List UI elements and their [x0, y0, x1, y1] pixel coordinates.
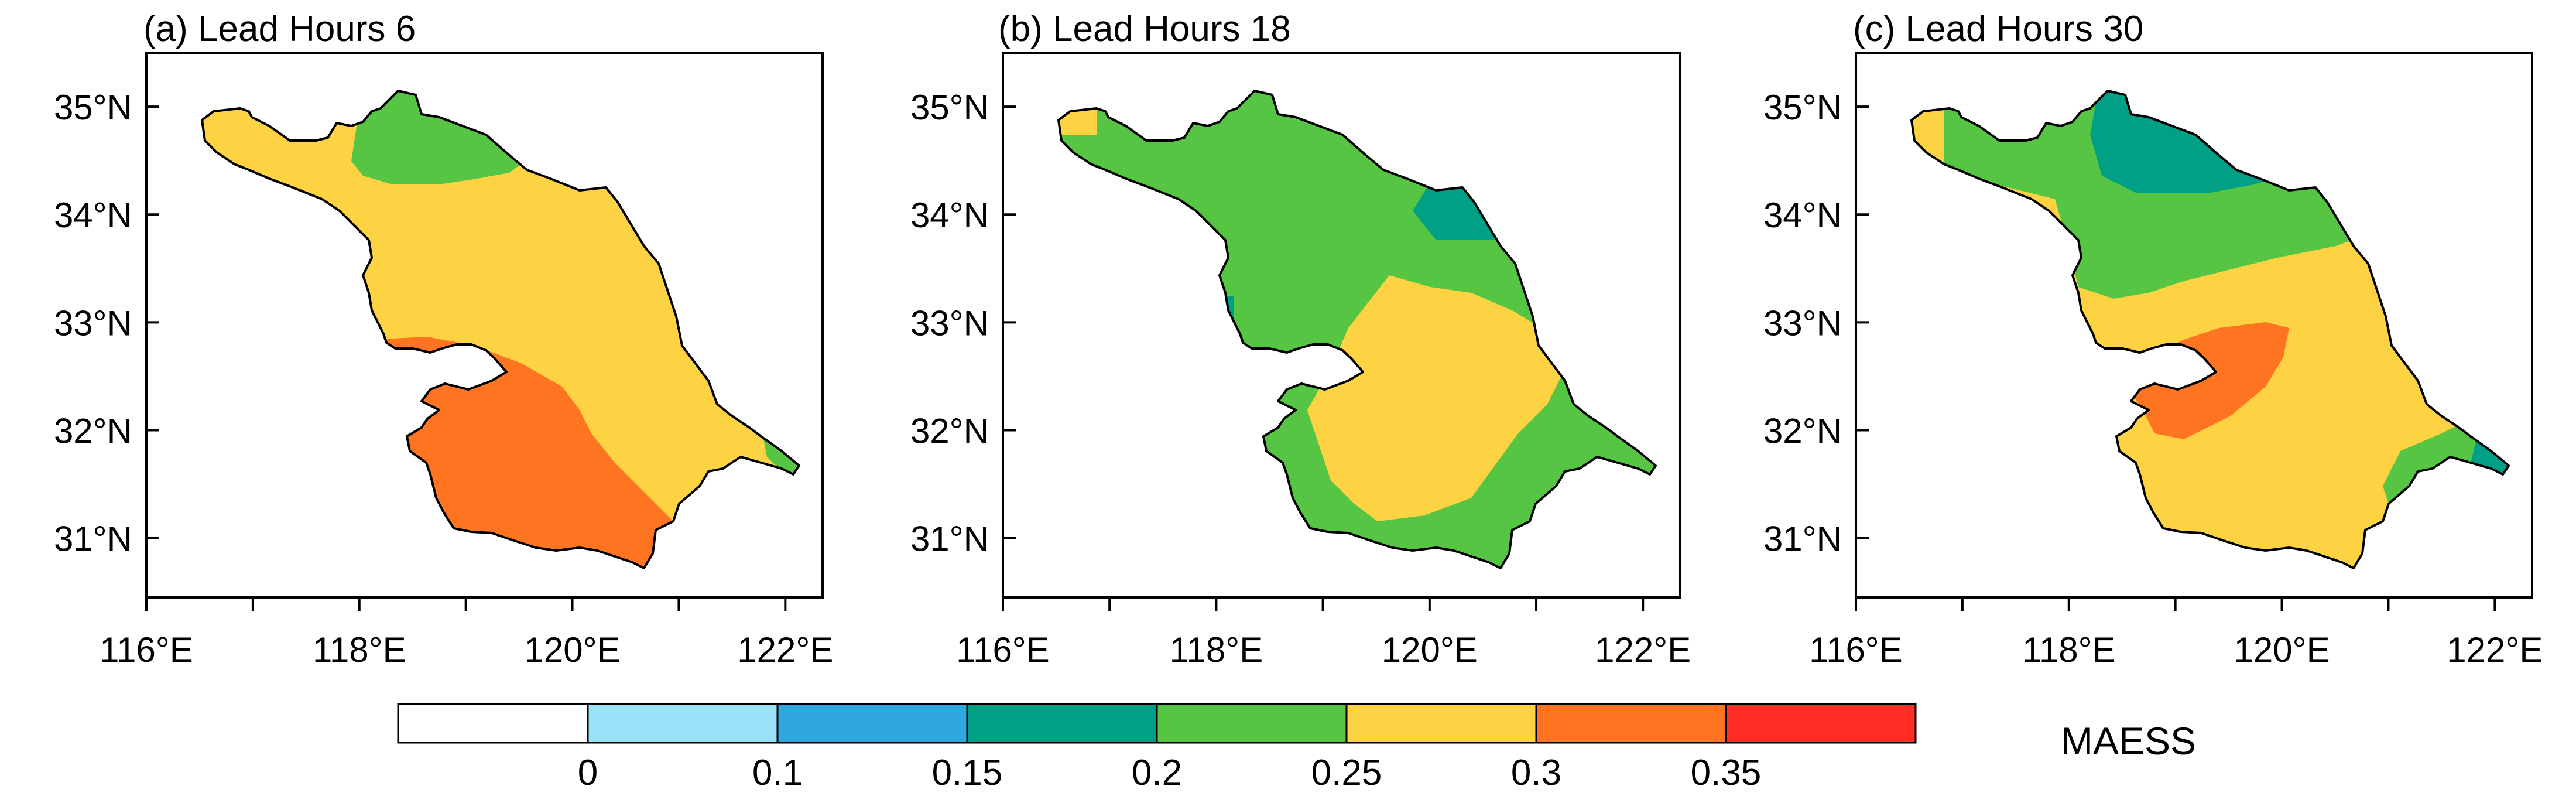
panel-c-lon-label: 118°E — [2022, 630, 2116, 669]
panel-b-lat-label: 32°N — [910, 412, 989, 451]
panel-b-lat-label: 31°N — [910, 520, 989, 559]
panel-c-lat-label: 34°N — [1763, 196, 1842, 235]
panel-b-fill-yellow-central — [1307, 275, 1565, 521]
panel-b-title: (b) Lead Hours 18 — [998, 9, 1291, 49]
colorbar-box — [776, 703, 968, 744]
panel-b-lat-label: 35°N — [910, 88, 989, 127]
colorbar-box — [397, 703, 589, 744]
panel-a-lon-label: 120°E — [524, 630, 620, 669]
panel-a-lat-label: 32°N — [54, 412, 132, 451]
colorbar-box — [1156, 703, 1348, 744]
colorbar-box — [966, 703, 1158, 744]
colorbar-title: MAESS — [2061, 719, 2196, 763]
colorbar-label: 0.1 — [752, 753, 803, 793]
colorbar-label: 0.15 — [932, 753, 1003, 793]
colorbar-label: 0 — [578, 753, 598, 793]
panel-c-lon-label: 116°E — [1809, 630, 1903, 669]
panel-a-lat-label: 31°N — [54, 520, 132, 559]
colorbar-label: 0.25 — [1311, 753, 1382, 793]
panel-a-title: (a) Lead Hours 6 — [143, 9, 416, 49]
panel-c-lat-label: 35°N — [1763, 88, 1842, 127]
panel-c-lat-label: 32°N — [1763, 412, 1842, 451]
panel-a: (a) Lead Hours 6 — [143, 9, 824, 599]
panel-b-lon-label: 116°E — [956, 630, 1050, 669]
colorbar-label: 0.2 — [1132, 753, 1182, 793]
panel-a-lat-label: 33°N — [54, 303, 132, 343]
panel-c-lat-label: 31°N — [1763, 520, 1842, 559]
panel-b-lat-label: 34°N — [910, 196, 989, 235]
panel-a-lat-label: 34°N — [54, 196, 132, 235]
colorbar-label: 0.3 — [1511, 753, 1561, 793]
colorbar-box — [1535, 703, 1727, 744]
panel-c-lon-label: 122°E — [2447, 630, 2543, 669]
axes-layer: 35°N 34°N 33°N 32°N 31°N 116°E 118°E 120°E 122°E… — [54, 88, 2543, 669]
panel-a-lat-label: 35°N — [54, 88, 132, 127]
colorbar: 0 0.1 0.15 0.2 0.25 0.3 0.35 — [397, 703, 1917, 793]
colorbar-box — [587, 703, 779, 744]
colorbar-label: 0.35 — [1691, 753, 1762, 793]
panel-a-lon-label: 122°E — [737, 630, 833, 669]
colorbar-box — [1725, 703, 1917, 744]
panel-c: (c) Lead Hours 30 — [1853, 9, 2533, 599]
panel-b-lon-label: 120°E — [1382, 630, 1478, 669]
colorbar-box — [1345, 703, 1537, 744]
panel-c-title: (c) Lead Hours 30 — [1853, 9, 2143, 49]
panel-b-lon-label: 122°E — [1595, 630, 1691, 669]
panel-c-lat-label: 33°N — [1763, 303, 1842, 343]
panel-b-lat-label: 33°N — [910, 303, 989, 343]
panel-a-lon-label: 118°E — [313, 630, 406, 669]
panel-a-lon-label: 116°E — [100, 630, 193, 669]
panel-c-lon-label: 120°E — [2234, 630, 2330, 669]
panel-b: (b) Lead Hours 18 — [998, 9, 1681, 599]
panel-b-lon-label: 118°E — [1170, 630, 1263, 669]
